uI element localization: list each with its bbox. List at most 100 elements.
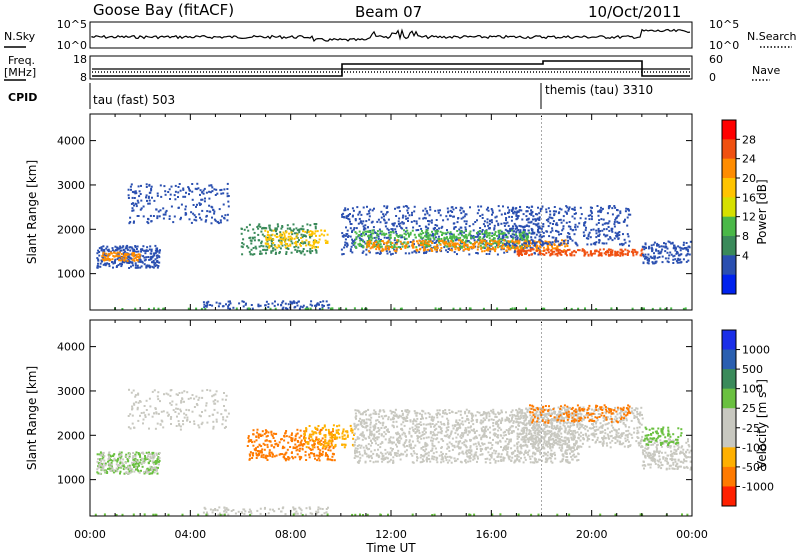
power-echo: [373, 208, 375, 210]
velocity-echo: [214, 399, 216, 401]
power-echo: [493, 234, 495, 236]
power-echo: [101, 261, 103, 263]
velocity-echo: [209, 415, 211, 417]
power-echo: [484, 235, 486, 237]
velocity-echo: [157, 467, 159, 469]
power-echo: [381, 240, 383, 242]
power-echo: [407, 220, 409, 222]
velocity-echo: [148, 414, 150, 416]
velocity-echo: [273, 437, 275, 439]
power-echo: [645, 256, 647, 258]
velocity-echo: [281, 453, 283, 455]
velocity-echo: [440, 421, 442, 423]
velocity-echo: [335, 444, 337, 446]
power-echo: [403, 229, 405, 231]
power-echo: [373, 226, 375, 228]
power-echo: [222, 192, 224, 194]
power-echo: [614, 255, 616, 257]
velocity-echo: [195, 396, 197, 398]
power-echo: [545, 242, 547, 244]
power-echo: [145, 265, 147, 267]
power-echo: [302, 250, 304, 252]
power-echo: [565, 211, 567, 213]
power-echo: [466, 236, 468, 238]
power-echo: [352, 240, 354, 242]
power-echo: [254, 239, 256, 241]
power-echo: [175, 191, 177, 193]
power-echo: [268, 303, 270, 305]
power-echo: [394, 244, 396, 246]
power-echo: [643, 262, 645, 264]
power-echo: [272, 247, 274, 249]
velocity-echo: [362, 439, 364, 441]
power-echo: [320, 229, 322, 231]
noise-left-tick-top: 10^5: [57, 18, 87, 31]
power-echo: [475, 236, 477, 238]
power-echo: [296, 302, 298, 304]
power-echo: [294, 238, 296, 240]
power-echo: [504, 243, 506, 245]
power-echo: [657, 250, 659, 252]
power-echo: [521, 219, 523, 221]
power-echo: [687, 260, 689, 262]
power-echo: [473, 236, 475, 238]
power-echo: [405, 234, 407, 236]
velocity-echo: [97, 458, 99, 460]
power-echo: [531, 206, 533, 208]
velocity-echo: [289, 446, 291, 448]
velocity-echo: [212, 414, 214, 416]
velocity-echo: [313, 431, 315, 433]
power-echo: [287, 228, 289, 230]
power-echo: [402, 243, 404, 245]
power-echo: [525, 308, 527, 310]
velocity-echo: [152, 455, 154, 457]
velocity-echo: [436, 409, 438, 411]
velocity-echo: [155, 461, 157, 463]
noise-trace: [92, 30, 690, 42]
power-echo: [293, 300, 295, 302]
velocity-echo: [414, 445, 416, 447]
power-echo: [295, 243, 297, 245]
power-echo: [609, 205, 611, 207]
power-echo: [227, 201, 229, 203]
power-echo: [502, 236, 504, 238]
power-echo: [628, 245, 630, 247]
velocity-echo: [111, 460, 113, 462]
velocity-echo: [279, 441, 281, 443]
power-echo: [368, 245, 370, 247]
power-echo: [590, 243, 592, 245]
power-echo: [466, 213, 468, 215]
power-echo: [487, 225, 489, 227]
power-echo: [543, 254, 545, 256]
power-echo: [358, 223, 360, 225]
power-echo: [491, 208, 493, 210]
velocity-echo: [338, 429, 340, 431]
power-echo: [506, 249, 508, 251]
power-echo: [128, 194, 130, 196]
power-echo: [363, 207, 365, 209]
power-echo: [591, 216, 593, 218]
power-echo: [125, 257, 127, 259]
velocity-echo: [371, 457, 373, 459]
power-echo: [129, 250, 131, 252]
power-echo: [513, 230, 515, 232]
power-echo: [267, 306, 269, 308]
velocity-echo: [258, 435, 260, 437]
velocity-echo: [431, 442, 433, 444]
velocity-echo: [311, 438, 313, 440]
velocity-echo: [504, 420, 506, 422]
power-echo: [294, 249, 296, 251]
velocity-echo: [419, 413, 421, 415]
power-echo: [613, 205, 615, 207]
power-echo: [482, 214, 484, 216]
power-echo: [146, 200, 148, 202]
power-echo: [542, 225, 544, 227]
power-echo: [396, 248, 398, 250]
power-echo: [128, 197, 130, 199]
power-echo: [631, 251, 633, 253]
velocity-echo: [159, 457, 161, 459]
power-echo: [143, 215, 145, 217]
power-echo: [555, 249, 557, 251]
velocity-echo: [150, 453, 152, 455]
power-echo: [274, 305, 276, 307]
